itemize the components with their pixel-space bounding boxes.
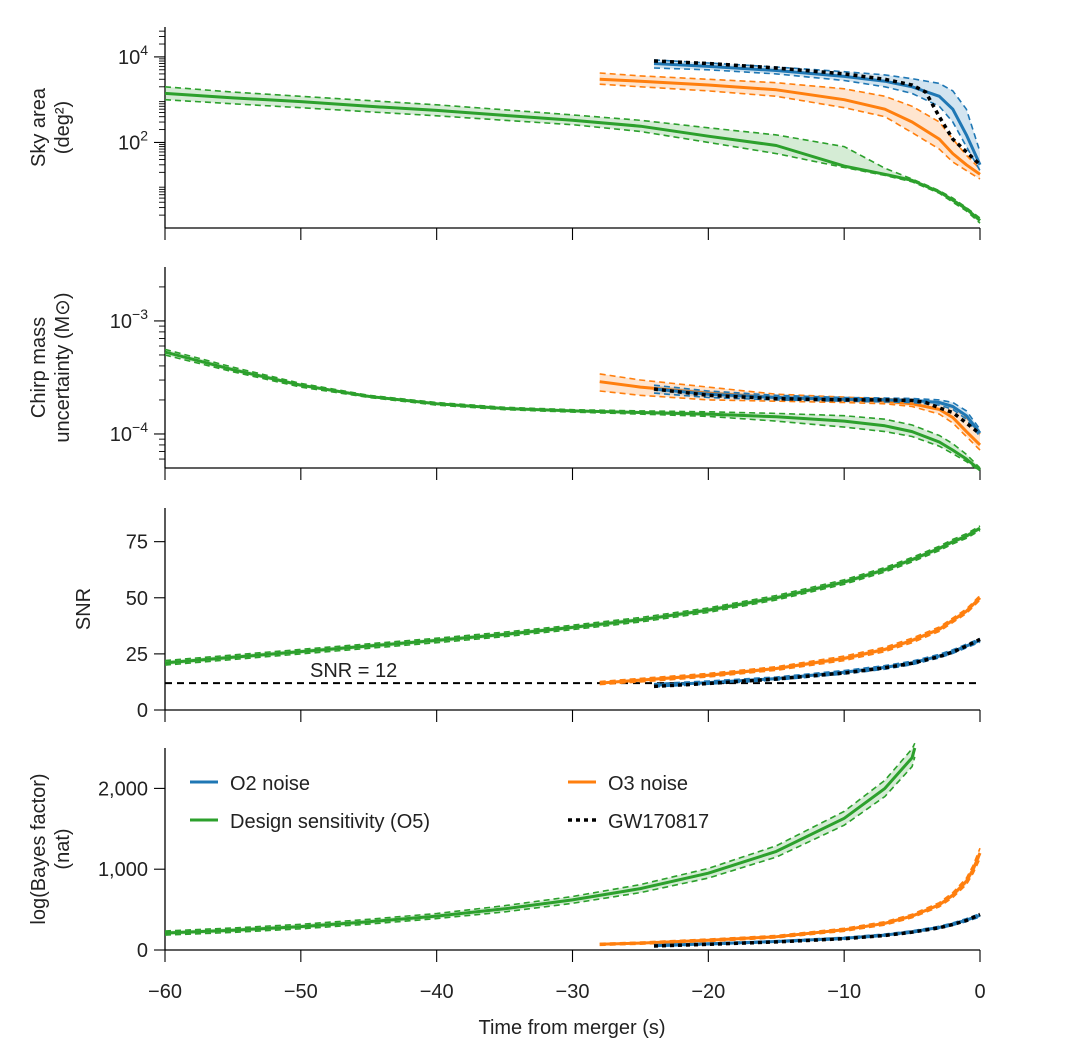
- x-axis-label: Time from merger (s): [478, 1017, 665, 1039]
- tick-base: 10: [110, 311, 132, 333]
- bayes-y-label: log(Bayes factor): [28, 773, 50, 924]
- snr-o3-lower: [599, 599, 981, 686]
- sky-o2-line: [653, 62, 982, 166]
- chirp-gw-line: [653, 387, 982, 436]
- bayes-o5-lower: [164, 756, 916, 936]
- snr-o5-line: [164, 526, 981, 665]
- tick-exponent: −3: [132, 306, 148, 322]
- sky-o5-lower: [164, 98, 981, 224]
- snr-o2-lower: [653, 641, 981, 688]
- chirp-y-label: uncertainty (M⊙): [52, 292, 74, 442]
- bayes-gw-line: [653, 912, 981, 948]
- legend-label-o3: O3 noise: [608, 773, 688, 795]
- sky-o2-band: [654, 59, 980, 171]
- chirp-o3-lower: [599, 390, 981, 451]
- chirp-y-label: Chirp mass: [28, 317, 50, 418]
- chirp-o5-lower: [164, 354, 981, 472]
- legend-label-gw: GW170817: [608, 811, 709, 833]
- sky-o5-line: [164, 91, 981, 222]
- snr-o3-line: [599, 596, 982, 685]
- x-tick-label: 0: [974, 981, 985, 1003]
- snr-y-tick-label: 25: [126, 644, 148, 666]
- sky-y-tick-label: 102: [118, 127, 148, 154]
- tick-exponent: −4: [132, 419, 148, 435]
- panel-snr: 0 25 50 75 SNR SNR = 12: [73, 508, 982, 722]
- chirp-y-tick-label: 10−3: [110, 306, 148, 333]
- snr-y-tick-label: 50: [126, 588, 148, 610]
- bayes-o5-line: [164, 747, 917, 935]
- tick-exponent: 2: [140, 127, 148, 143]
- tick-base: 10: [110, 424, 132, 446]
- chirp-y-tick-label: 10−4: [110, 419, 148, 446]
- x-tick-label: −40: [420, 981, 454, 1003]
- sky-o3-band: [599, 73, 980, 179]
- sky-o2-lower: [653, 67, 981, 171]
- legend: O2 noise Design sensitivity (O5) O3 nois…: [190, 773, 709, 833]
- bayes-y-tick-label: 0: [137, 940, 148, 962]
- snr-o5-band: [165, 526, 980, 666]
- tick-exponent: 4: [140, 42, 148, 58]
- snr-gw-line: [653, 637, 981, 689]
- bayes-y-label: (nat): [52, 828, 74, 869]
- bayes-y-tick-label: 2,000: [98, 778, 148, 800]
- bayes-o3-lower: [599, 858, 981, 947]
- sky-y-tick-label: 104: [118, 42, 148, 69]
- tick-base: 10: [118, 47, 140, 69]
- legend-label-o2: O2 noise: [230, 773, 310, 795]
- chirp-o5-upper: [164, 348, 981, 469]
- x-tick-label: −60: [148, 981, 182, 1003]
- snr-threshold-label: SNR = 12: [310, 660, 397, 682]
- snr-o5-lower: [164, 529, 981, 666]
- chirp-o5-line: [164, 350, 981, 472]
- sky-o3-line: [599, 77, 981, 176]
- sky-o5-band: [165, 86, 980, 224]
- x-tick-label: −30: [556, 981, 590, 1003]
- bayes-y-tick-label: 1,000: [98, 859, 148, 881]
- legend-label-o5: Design sensitivity (O5): [230, 811, 430, 833]
- sky-o3-lower: [599, 83, 981, 180]
- sky-gw-line: [653, 59, 982, 167]
- snr-y-tick-label: 75: [126, 532, 148, 554]
- snr-o5-upper: [164, 525, 981, 662]
- sky-y-label: (deg²): [52, 101, 74, 154]
- bayes-o5-upper: [164, 742, 916, 932]
- sky-y-label: Sky area: [28, 87, 50, 167]
- sky-o2-upper: [653, 59, 981, 153]
- chirp-o2-upper: [653, 384, 981, 430]
- snr-y-label: SNR: [73, 588, 95, 630]
- x-tick-label: −50: [284, 981, 318, 1003]
- x-tick-label: −10: [827, 981, 861, 1003]
- chirp-o2-lower: [653, 392, 981, 437]
- bayes-o3-upper: [599, 847, 981, 945]
- bayes-o3-line: [599, 852, 982, 946]
- x-tick-label: −20: [691, 981, 725, 1003]
- snr-o2-upper: [653, 637, 981, 685]
- snr-o3-band: [599, 595, 980, 685]
- snr-y-tick-label: 0: [137, 700, 148, 722]
- panel-bayes: −60 −50 −40 −30 −20 −10 0 0 1,000 2,000 log(Bayes …: [28, 742, 986, 1003]
- tick-base: 10: [118, 132, 140, 154]
